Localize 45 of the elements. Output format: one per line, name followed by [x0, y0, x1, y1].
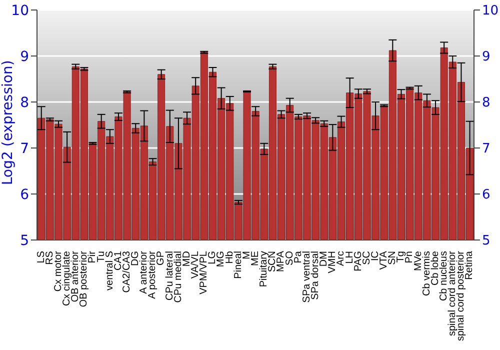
x-tick-label: LS	[36, 250, 47, 264]
x-tick-label: Pa	[292, 250, 304, 264]
x-tick-label: PAG	[352, 250, 364, 272]
x-tick-label: LH	[344, 251, 356, 264]
x-tick-label: Cb lobe	[430, 250, 441, 286]
y2-tick-label: 8	[482, 96, 490, 111]
x-tick-label: Pituitary	[258, 251, 270, 288]
x-tick-label: CA1	[112, 250, 124, 270]
x-tick-label: spinal cord posterior	[456, 250, 467, 342]
y-tick-label: 7	[20, 140, 29, 157]
y-tick-label: 9	[20, 48, 29, 65]
x-tick-label: RS	[44, 250, 56, 265]
x-tick-label: Cx cingulate	[61, 250, 72, 306]
x-tick-label: SC	[361, 251, 372, 265]
x-tick-label: Arc	[336, 251, 347, 266]
x-tick-label: SPa dorsal	[310, 251, 321, 300]
x-tick-label: Tu	[96, 251, 107, 262]
y-tick-label: 8	[20, 94, 29, 111]
y2-tick-label: 5	[482, 234, 490, 249]
x-tick-label: Hb	[224, 250, 236, 264]
x-tick-label: MVe	[412, 250, 424, 272]
x-tick-label: CPu medial	[172, 251, 184, 303]
x-tick-label: SO	[284, 250, 296, 266]
y-axis-title: Log2 (expression)	[0, 60, 16, 185]
x-tick-label: GP	[156, 250, 167, 266]
x-tick-label: M	[241, 251, 252, 260]
y2-tick-label: 6	[482, 188, 490, 203]
x-tick-label: Retina	[464, 250, 476, 280]
x-tick-label: Pn	[404, 251, 416, 264]
x-tick-label: IC	[370, 251, 381, 261]
x-tick-label: Pir	[87, 250, 98, 264]
x-tick-label: A posterior	[147, 250, 158, 299]
x-tick-label: Tg	[396, 251, 407, 263]
x-tick-label: Pineal	[232, 251, 244, 279]
y2-tick-label: 9	[482, 50, 490, 65]
x-tick-label: MPA	[276, 250, 287, 272]
x-tick-label: CA2/CA3	[121, 250, 132, 293]
y-tick-label: 5	[20, 232, 29, 249]
y2-tick-label: 7	[482, 142, 490, 157]
y-tick-label: 10	[11, 2, 29, 19]
x-tick-label: OB posterior	[78, 250, 90, 308]
y2-tick-label: 10	[482, 4, 499, 19]
x-tick-label: ventral S	[104, 250, 116, 290]
x-tick-label: ME	[250, 250, 261, 266]
y-tick-label: 6	[20, 186, 30, 203]
